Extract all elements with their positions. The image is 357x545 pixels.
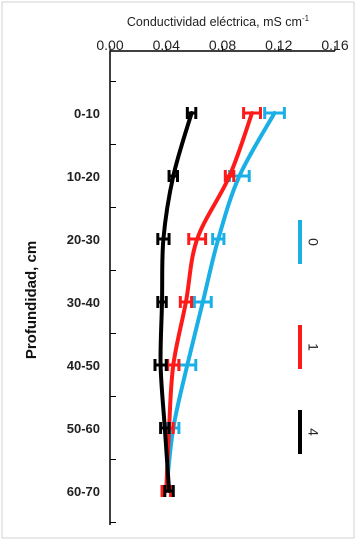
y-tick-label: 20-30 — [67, 232, 100, 247]
legend: 0 1 4 — [298, 220, 321, 454]
x-tick-label: 0.04 — [153, 37, 180, 53]
y-tick-label: 40-50 — [67, 358, 100, 373]
y-axis-title: Profundidad, cm — [23, 241, 40, 359]
y-tick-label: 60-70 — [67, 484, 100, 499]
series-4 — [153, 107, 198, 497]
y-tick-label: 30-40 — [67, 295, 100, 310]
series-layer — [153, 107, 286, 497]
x-tick-label: 0.16 — [321, 37, 348, 53]
legend-label-1: 1 — [305, 343, 321, 351]
legend-label-4: 4 — [305, 428, 321, 436]
axes-layer: 0.00 0.04 0.08 0.12 0.16 0-10 10-20 20-30 30-40 4… — [67, 37, 349, 525]
x-tick-label: 0.00 — [96, 37, 123, 53]
legend-label-0: 0 — [305, 238, 321, 246]
x-tick-label: 0.12 — [265, 37, 292, 53]
y-tick-label: 10-20 — [67, 169, 100, 184]
y-tick-label: 50-60 — [67, 421, 100, 436]
x-axis-title: Conductividad eléctrica, mS cm-1 — [127, 14, 310, 29]
chart-border — [1, 1, 355, 539]
x-tick-label: 0.08 — [209, 37, 236, 53]
y-tick-label: 0-10 — [74, 106, 100, 121]
